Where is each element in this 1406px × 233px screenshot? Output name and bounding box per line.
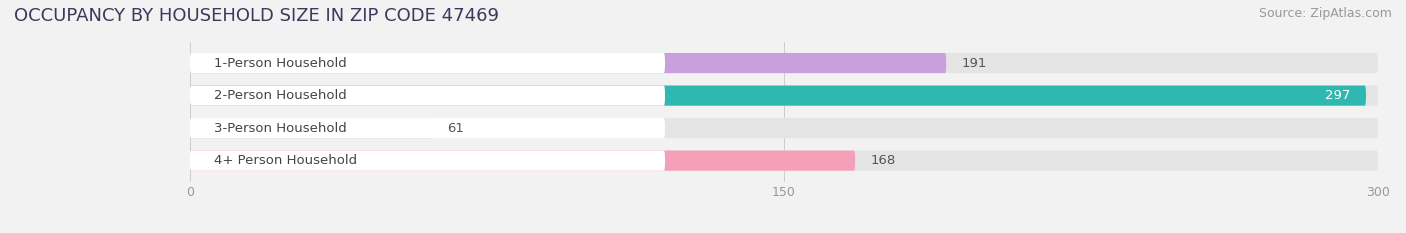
FancyBboxPatch shape — [190, 86, 1367, 106]
Text: 61: 61 — [447, 122, 464, 135]
Text: OCCUPANCY BY HOUSEHOLD SIZE IN ZIP CODE 47469: OCCUPANCY BY HOUSEHOLD SIZE IN ZIP CODE … — [14, 7, 499, 25]
FancyBboxPatch shape — [190, 53, 1378, 73]
FancyBboxPatch shape — [190, 118, 432, 138]
FancyBboxPatch shape — [190, 86, 1378, 106]
FancyBboxPatch shape — [190, 151, 855, 171]
FancyBboxPatch shape — [190, 151, 1378, 171]
FancyBboxPatch shape — [190, 53, 665, 73]
Text: 2-Person Household: 2-Person Household — [214, 89, 346, 102]
Text: 168: 168 — [870, 154, 896, 167]
Text: 4+ Person Household: 4+ Person Household — [214, 154, 357, 167]
Text: 191: 191 — [962, 57, 987, 70]
FancyBboxPatch shape — [190, 53, 946, 73]
Text: 297: 297 — [1324, 89, 1350, 102]
Text: 3-Person Household: 3-Person Household — [214, 122, 346, 135]
FancyBboxPatch shape — [190, 118, 665, 138]
FancyBboxPatch shape — [190, 86, 665, 106]
FancyBboxPatch shape — [190, 118, 1378, 138]
FancyBboxPatch shape — [190, 151, 665, 171]
Text: Source: ZipAtlas.com: Source: ZipAtlas.com — [1258, 7, 1392, 20]
Text: 1-Person Household: 1-Person Household — [214, 57, 346, 70]
